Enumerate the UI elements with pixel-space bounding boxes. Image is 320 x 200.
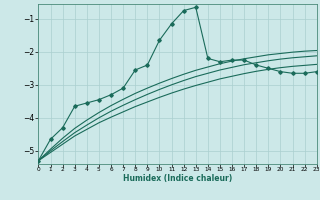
X-axis label: Humidex (Indice chaleur): Humidex (Indice chaleur) (123, 174, 232, 183)
